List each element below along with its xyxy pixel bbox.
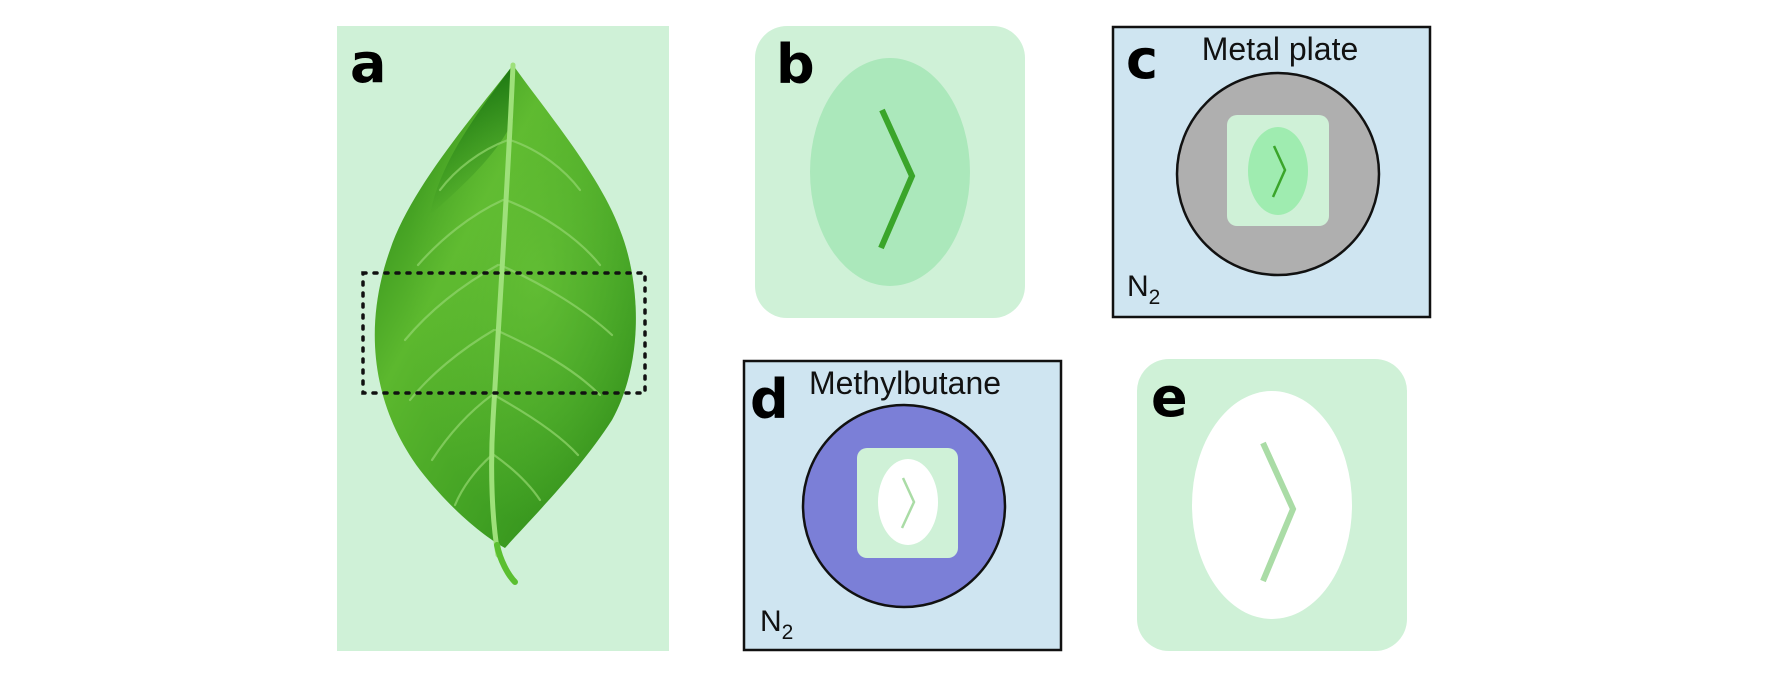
leaf-sample <box>810 58 970 286</box>
panel-d: d Methylbutane N2 <box>742 359 1063 652</box>
crop-region-box <box>361 271 647 395</box>
panel-c: c Metal plate N2 <box>1111 25 1432 319</box>
leaf-vein-mark <box>900 477 916 529</box>
leaf-illustration <box>374 62 636 585</box>
leaf-veins <box>403 138 614 507</box>
leaf-vein-mark <box>1271 145 1287 198</box>
nitrogen-label: N2 <box>760 605 793 644</box>
panel-c-letter: c <box>1126 28 1158 91</box>
panel-a: a <box>337 26 669 651</box>
nitrogen-label: N2 <box>1127 270 1160 309</box>
methylbutane-label: Methylbutane <box>809 365 1001 401</box>
panel-a-letter: a <box>350 32 386 95</box>
panel-b-letter: b <box>776 33 815 96</box>
leaf-shading-light <box>374 65 636 548</box>
leaf-vein-mark <box>878 108 916 250</box>
nitrogen-symbol: N <box>1127 270 1149 303</box>
panel-d-letter: d <box>750 368 789 431</box>
metal-plate-label: Metal plate <box>1202 31 1359 67</box>
panel-e: e <box>1137 359 1407 651</box>
nitrogen-subscript: 2 <box>1149 286 1161 309</box>
panel-e-letter: e <box>1151 366 1188 429</box>
leaf-sample <box>878 459 938 545</box>
leaf-petiole <box>494 542 518 585</box>
leaf-sample <box>1248 127 1308 215</box>
leaf-midrib <box>489 62 516 558</box>
nitrogen-subscript: 2 <box>782 621 794 644</box>
nitrogen-symbol: N <box>760 605 782 638</box>
panel-b: b <box>755 26 1025 318</box>
leaf-vein-mark <box>1260 441 1297 583</box>
leaf-sample <box>1192 391 1352 619</box>
